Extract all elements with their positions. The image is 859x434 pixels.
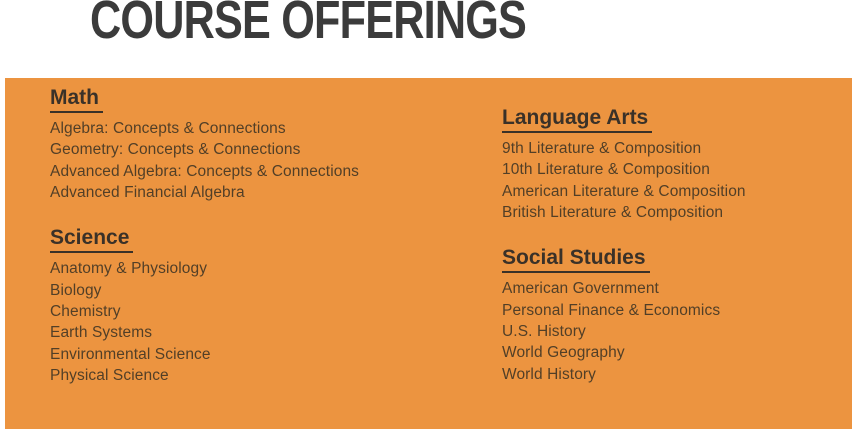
section-heading-science: Science	[50, 226, 134, 254]
section-heading-language-arts: Language Arts	[502, 106, 653, 134]
course-item: Geometry: Concepts & Connections	[50, 141, 301, 159]
course-item: World Geography	[502, 344, 625, 362]
course-item: Advanced Financial Algebra	[50, 184, 245, 202]
section-math: Math Algebra: Concepts & Connections Geo…	[50, 86, 480, 203]
course-item: Algebra: Concepts & Connections	[50, 120, 286, 138]
right-column: Language Arts 9th Literature & Compositi…	[502, 106, 842, 385]
course-item: Physical Science	[50, 366, 169, 384]
course-item: 9th Literature & Composition	[502, 140, 702, 158]
course-panel: Math Algebra: Concepts & Connections Geo…	[5, 78, 852, 429]
course-item: Earth Systems	[50, 324, 153, 342]
section-social-studies: Social Studies American Government Perso…	[502, 246, 842, 385]
slide-title: COURSE OFFERINGS	[90, 0, 527, 50]
course-item: Advanced Algebra: Concepts & Connections	[50, 162, 360, 180]
course-item: Chemistry	[50, 303, 121, 321]
course-item: American Literature & Composition	[502, 182, 746, 200]
section-science: Science Anatomy & Physiology Biology Che…	[50, 226, 480, 386]
course-item: Environmental Science	[50, 345, 211, 363]
course-item: American Government	[502, 280, 659, 298]
left-column: Math Algebra: Concepts & Connections Geo…	[50, 86, 480, 386]
course-item: World History	[502, 365, 597, 383]
section-language-arts: Language Arts 9th Literature & Compositi…	[502, 106, 842, 223]
course-item: Biology	[50, 281, 102, 299]
section-heading-social-studies: Social Studies	[502, 246, 650, 274]
section-heading-math: Math	[50, 86, 103, 114]
course-item: 10th Literature & Composition	[502, 161, 710, 179]
course-item: Anatomy & Physiology	[50, 260, 208, 278]
course-item: U.S. History	[502, 323, 586, 341]
course-item: British Literature & Composition	[502, 204, 724, 222]
course-item: Personal Finance & Economics	[502, 301, 721, 319]
